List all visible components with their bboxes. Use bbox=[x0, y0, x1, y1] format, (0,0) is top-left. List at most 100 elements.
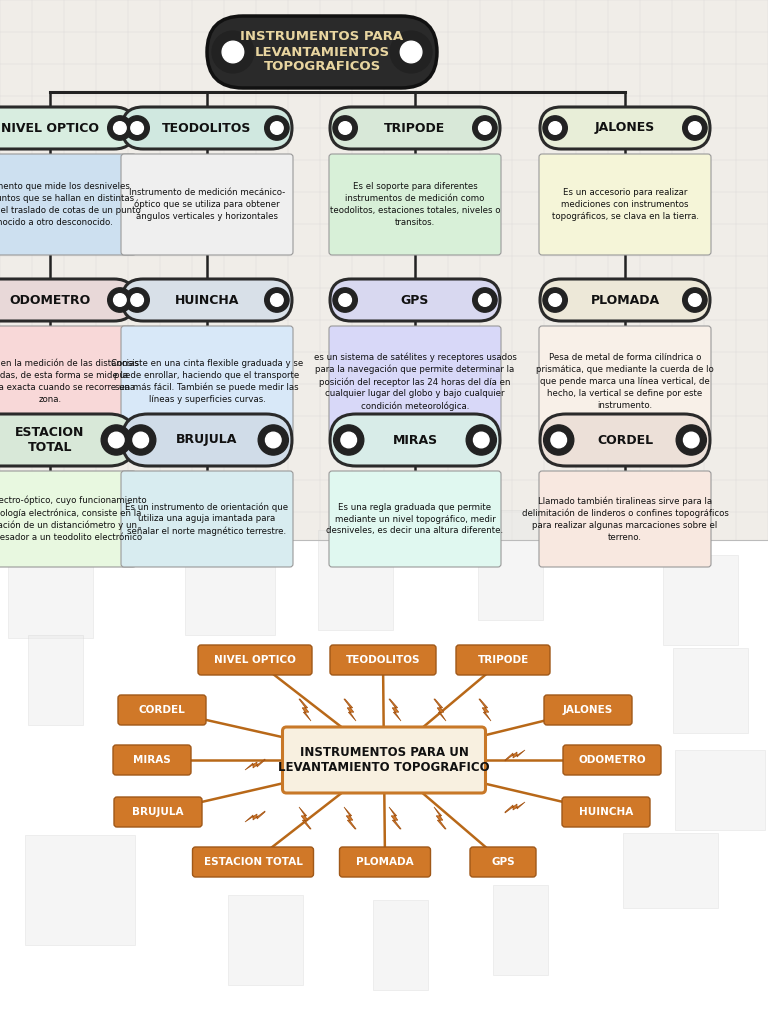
Polygon shape bbox=[344, 699, 356, 721]
FancyBboxPatch shape bbox=[330, 106, 500, 150]
Circle shape bbox=[339, 122, 352, 134]
Bar bbox=[675, 750, 765, 830]
Bar bbox=[25, 835, 135, 945]
Text: Consiste en una cinta flexible graduada y se
puede enrollar, haciendo que el tra: Consiste en una cinta flexible graduada … bbox=[111, 359, 303, 404]
Text: Aparato electro-óptico, cuyo funcionamiento
es la tecnología electrónica, consis: Aparato electro-óptico, cuyo funcionamie… bbox=[0, 496, 147, 543]
FancyBboxPatch shape bbox=[329, 154, 501, 255]
Bar bbox=[317, 530, 392, 630]
FancyBboxPatch shape bbox=[540, 106, 710, 150]
FancyBboxPatch shape bbox=[540, 414, 710, 466]
Text: NIVEL OPTICO: NIVEL OPTICO bbox=[214, 655, 296, 665]
FancyBboxPatch shape bbox=[113, 745, 191, 775]
FancyBboxPatch shape bbox=[562, 797, 650, 827]
Text: INSTRUMENTOS PARA UN
LEVANTAMIENTO TOPOGRAFICO: INSTRUMENTOS PARA UN LEVANTAMIENTO TOPOG… bbox=[278, 746, 490, 774]
Bar bbox=[478, 510, 542, 620]
FancyBboxPatch shape bbox=[330, 414, 500, 466]
FancyBboxPatch shape bbox=[329, 326, 501, 437]
Text: Instrumento que mide los desniveles
entre puntos que se hallan en distintas
altu: Instrumento que mide los desniveles entr… bbox=[0, 182, 141, 226]
Bar bbox=[673, 647, 747, 732]
Text: Consiste en la medición de las distancias
recorridas, de esta forma se mide la
d: Consiste en la medición de las distancia… bbox=[0, 359, 139, 403]
FancyBboxPatch shape bbox=[193, 847, 313, 877]
Circle shape bbox=[684, 432, 699, 447]
Text: CORDEL: CORDEL bbox=[597, 433, 653, 446]
Circle shape bbox=[265, 288, 289, 312]
Polygon shape bbox=[245, 811, 265, 822]
Circle shape bbox=[390, 31, 432, 73]
Text: TRIPODE: TRIPODE bbox=[384, 122, 445, 134]
Circle shape bbox=[472, 288, 497, 312]
Circle shape bbox=[551, 432, 567, 447]
Circle shape bbox=[333, 116, 357, 140]
FancyBboxPatch shape bbox=[0, 414, 135, 466]
Text: TEODOLITOS: TEODOLITOS bbox=[162, 122, 252, 134]
Text: MIRAS: MIRAS bbox=[392, 433, 438, 446]
Text: ODOMETRO: ODOMETRO bbox=[9, 294, 91, 306]
Polygon shape bbox=[479, 699, 491, 721]
Circle shape bbox=[466, 425, 496, 455]
FancyBboxPatch shape bbox=[540, 279, 710, 321]
Polygon shape bbox=[505, 802, 525, 813]
Bar bbox=[8, 543, 92, 638]
FancyBboxPatch shape bbox=[122, 279, 292, 321]
FancyBboxPatch shape bbox=[114, 797, 202, 827]
FancyBboxPatch shape bbox=[563, 745, 661, 775]
Circle shape bbox=[108, 288, 132, 312]
Circle shape bbox=[676, 425, 707, 455]
FancyBboxPatch shape bbox=[470, 847, 536, 877]
FancyBboxPatch shape bbox=[121, 326, 293, 437]
Text: ESTACION TOTAL: ESTACION TOTAL bbox=[204, 857, 303, 867]
Circle shape bbox=[472, 116, 497, 140]
Bar bbox=[492, 885, 548, 975]
Text: TEODOLITOS: TEODOLITOS bbox=[346, 655, 420, 665]
Circle shape bbox=[222, 41, 243, 62]
FancyBboxPatch shape bbox=[118, 695, 206, 725]
Text: PLOMADA: PLOMADA bbox=[356, 857, 414, 867]
Text: MIRAS: MIRAS bbox=[133, 755, 170, 765]
Circle shape bbox=[108, 432, 124, 447]
Bar bbox=[28, 635, 82, 725]
FancyBboxPatch shape bbox=[207, 16, 437, 88]
Bar bbox=[0, 540, 768, 1024]
Text: HUINCHA: HUINCHA bbox=[175, 294, 239, 306]
FancyBboxPatch shape bbox=[122, 414, 292, 466]
Polygon shape bbox=[389, 699, 401, 721]
Text: GPS: GPS bbox=[492, 857, 515, 867]
Polygon shape bbox=[299, 699, 311, 721]
Circle shape bbox=[125, 116, 149, 140]
Circle shape bbox=[689, 122, 701, 134]
FancyBboxPatch shape bbox=[198, 645, 312, 675]
Circle shape bbox=[212, 31, 253, 73]
Circle shape bbox=[478, 294, 492, 306]
Circle shape bbox=[683, 116, 707, 140]
Bar bbox=[663, 555, 737, 645]
Circle shape bbox=[114, 294, 126, 306]
Text: es un sistema de satélites y receptores usados
para la navegación que permite de: es un sistema de satélites y receptores … bbox=[313, 352, 516, 411]
Circle shape bbox=[689, 294, 701, 306]
Text: CORDEL: CORDEL bbox=[139, 705, 185, 715]
Circle shape bbox=[126, 425, 156, 455]
Text: Llamado también tiralineas sirve para la
delimitación de linderos o confines top: Llamado también tiralineas sirve para la… bbox=[521, 497, 728, 542]
Circle shape bbox=[258, 425, 288, 455]
Text: ODOMETRO: ODOMETRO bbox=[578, 755, 646, 765]
Text: HUINCHA: HUINCHA bbox=[579, 807, 633, 817]
FancyBboxPatch shape bbox=[122, 106, 292, 150]
FancyBboxPatch shape bbox=[539, 326, 711, 437]
Circle shape bbox=[270, 122, 283, 134]
Text: NIVEL OPTICO: NIVEL OPTICO bbox=[1, 122, 99, 134]
FancyBboxPatch shape bbox=[456, 645, 550, 675]
Text: Es el soporte para diferentes
instrumentos de medición como
teodolitos, estacion: Es el soporte para diferentes instrument… bbox=[329, 182, 500, 226]
Circle shape bbox=[266, 432, 281, 447]
Circle shape bbox=[133, 432, 148, 447]
Polygon shape bbox=[434, 699, 446, 721]
Circle shape bbox=[474, 432, 489, 447]
Text: INSTRUMENTOS PARA
LEVANTAMIENTOS
TOPOGRAFICOS: INSTRUMENTOS PARA LEVANTAMIENTOS TOPOGRA… bbox=[240, 31, 403, 74]
Text: GPS: GPS bbox=[401, 294, 429, 306]
FancyBboxPatch shape bbox=[0, 279, 135, 321]
Bar bbox=[185, 535, 275, 635]
Circle shape bbox=[543, 116, 568, 140]
Text: BRUJULA: BRUJULA bbox=[177, 433, 237, 446]
Circle shape bbox=[544, 425, 574, 455]
FancyBboxPatch shape bbox=[544, 695, 632, 725]
Text: Es un accesorio para realizar
mediciones con instrumentos
topográficos, se clava: Es un accesorio para realizar mediciones… bbox=[551, 188, 699, 221]
Bar bbox=[623, 833, 717, 907]
